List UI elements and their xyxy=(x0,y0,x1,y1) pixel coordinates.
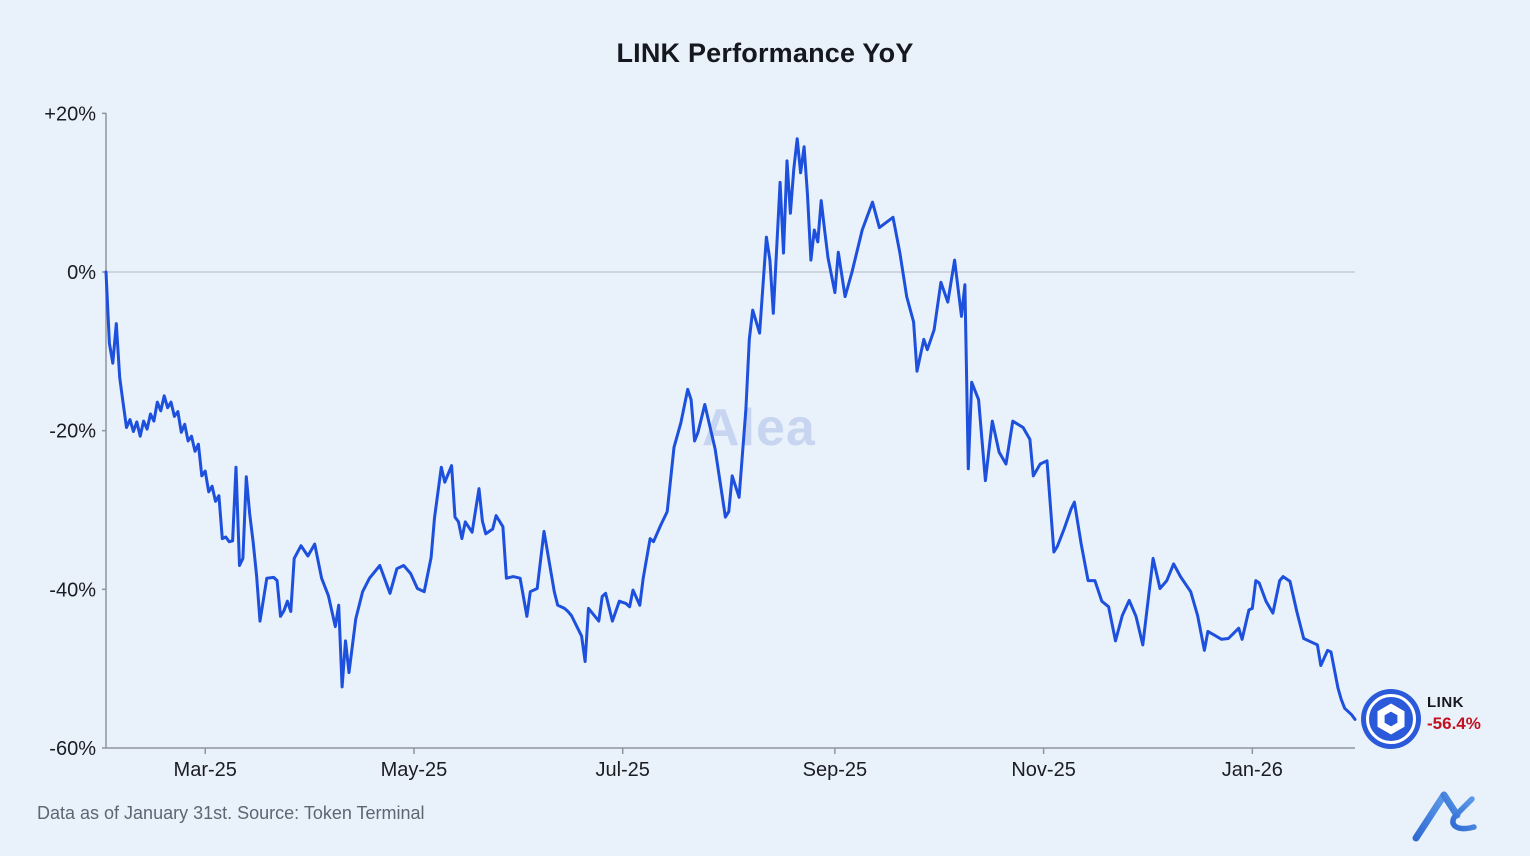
footer-source-note: Data as of January 31st. Source: Token T… xyxy=(37,803,425,823)
y-axis-label: +20% xyxy=(44,103,96,125)
link-token-badge xyxy=(1359,687,1423,751)
y-axis-label: -40% xyxy=(49,579,96,601)
x-axis-label: May-25 xyxy=(381,759,448,781)
x-axis-label: Sep-25 xyxy=(803,759,868,781)
x-axis-label: Jan-26 xyxy=(1222,759,1283,781)
badge-value-label: -56.4% xyxy=(1427,714,1481,733)
axis-lines xyxy=(105,113,1355,749)
x-axis-label: Jul-25 xyxy=(595,759,649,781)
watermark-text: Alea xyxy=(702,399,816,457)
badge-labels: LINK -56.4% xyxy=(1427,694,1481,734)
alea-brand-logo-icon xyxy=(1412,791,1477,842)
y-axis-label: 0% xyxy=(67,262,96,284)
x-axis-label: Mar-25 xyxy=(174,759,237,781)
chainlink-logo-icon xyxy=(1361,689,1421,749)
x-axis-label: Nov-25 xyxy=(1011,759,1075,781)
link-performance-line xyxy=(104,137,1357,721)
page-title: LINK Performance YoY xyxy=(616,38,914,68)
y-axis-label: -60% xyxy=(49,738,96,760)
badge-asset-label: LINK xyxy=(1427,694,1464,711)
y-axis-label: -20% xyxy=(49,421,96,443)
